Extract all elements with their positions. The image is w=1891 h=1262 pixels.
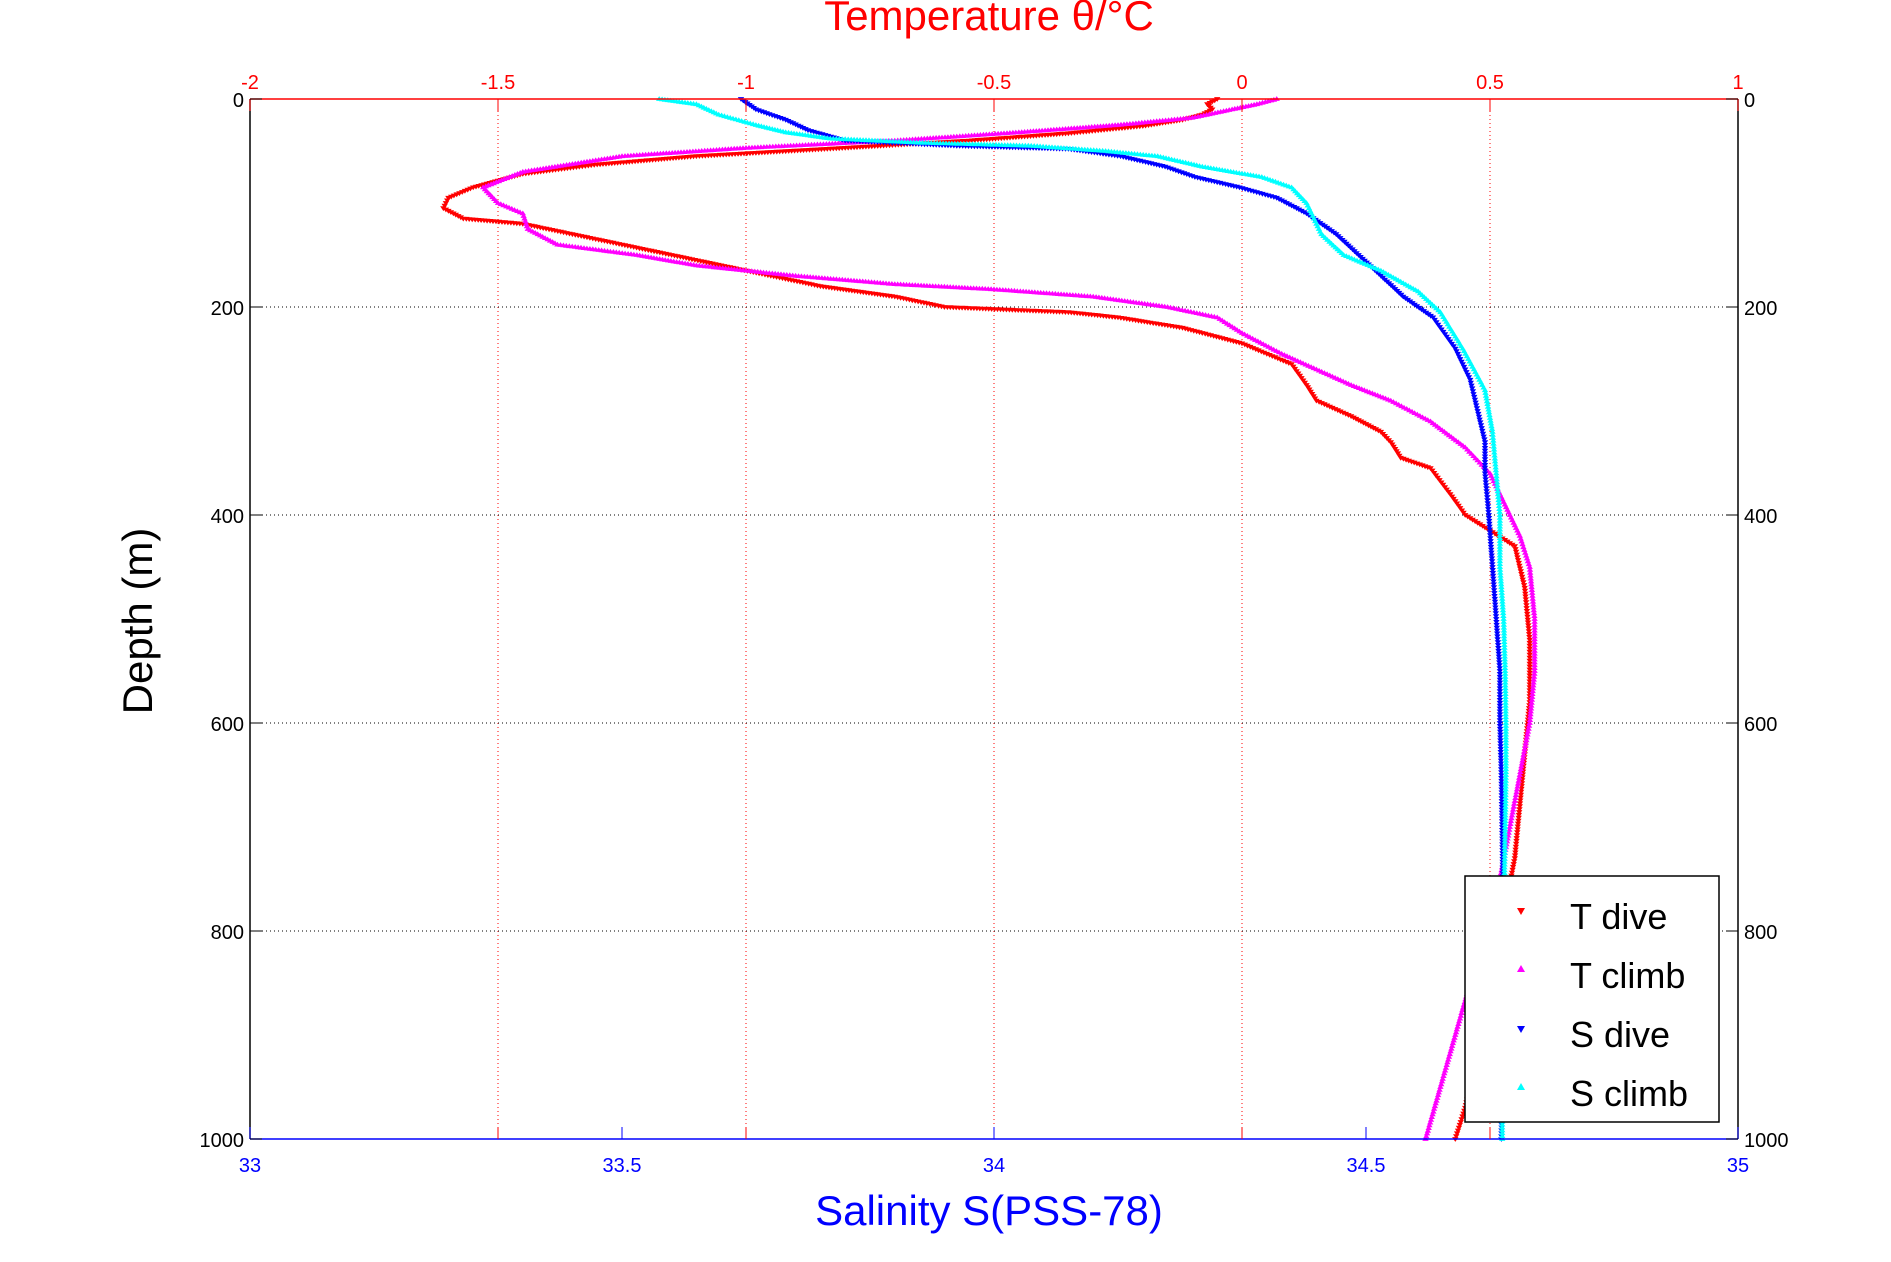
bottom-tick-label: 35 [1727, 1155, 1749, 1177]
legend: T dive T climb S dive S climb [1464, 875, 1720, 1123]
right-tick-label: 1000 [1744, 1130, 1789, 1152]
legend-entry-t-dive: T dive [1517, 896, 1667, 937]
right-tick-label: 800 [1744, 922, 1777, 944]
top-axis-title: Temperature θ/°C [824, 0, 1154, 39]
legend-label-t-climb: T climb [1570, 955, 1685, 996]
top-tick-label: -2 [241, 72, 259, 94]
legend-entry-s-climb: S climb [1517, 1073, 1688, 1114]
top-tick-label: -1.5 [481, 72, 515, 94]
legend-marker-t-dive [1517, 908, 1525, 915]
tick-labels: -2 -1.5 -1 -0.5 0 0.5 1 33 33.5 34 34.5 35 0 0 200 200 4… [200, 72, 1789, 1177]
legend-label-s-dive: S dive [1570, 1014, 1670, 1055]
left-tick-label: 0 [233, 90, 244, 112]
left-tick-label: 400 [211, 506, 244, 528]
legend-marker-s-dive [1517, 1026, 1525, 1033]
top-tick-label: 0 [1236, 72, 1247, 94]
axes-frame [249, 98, 1739, 1140]
left-tick-label: 600 [211, 714, 244, 736]
right-tick-label: 400 [1744, 506, 1777, 528]
top-tick-label: -1 [737, 72, 755, 94]
legend-entry-t-climb: T climb [1517, 955, 1685, 996]
left-tick-label: 1000 [200, 1130, 245, 1152]
legend-label-t-dive: T dive [1570, 896, 1667, 937]
left-tick-label: 800 [211, 922, 244, 944]
y-axis-title: Depth (m) [114, 528, 161, 715]
right-tick-label: 200 [1744, 298, 1777, 320]
legend-label-s-climb: S climb [1570, 1073, 1688, 1114]
left-tick-label: 200 [211, 298, 244, 320]
bottom-tick-label: 33 [239, 1155, 261, 1177]
bottom-tick-label: 34 [983, 1155, 1005, 1177]
right-tick-label: 0 [1744, 90, 1755, 112]
top-tick-label: 0.5 [1476, 72, 1504, 94]
legend-entry-s-dive: S dive [1517, 1014, 1670, 1055]
bottom-tick-label: 34.5 [1347, 1155, 1386, 1177]
legend-marker-t-climb [1517, 965, 1525, 972]
bottom-axis-title: Salinity S(PSS-78) [815, 1187, 1163, 1234]
right-tick-label: 600 [1744, 714, 1777, 736]
top-tick-label: 1 [1732, 72, 1743, 94]
top-tick-label: -0.5 [977, 72, 1011, 94]
legend-marker-s-climb [1517, 1083, 1525, 1090]
legend-box [1464, 875, 1720, 1123]
bottom-tick-label: 33.5 [603, 1155, 642, 1177]
